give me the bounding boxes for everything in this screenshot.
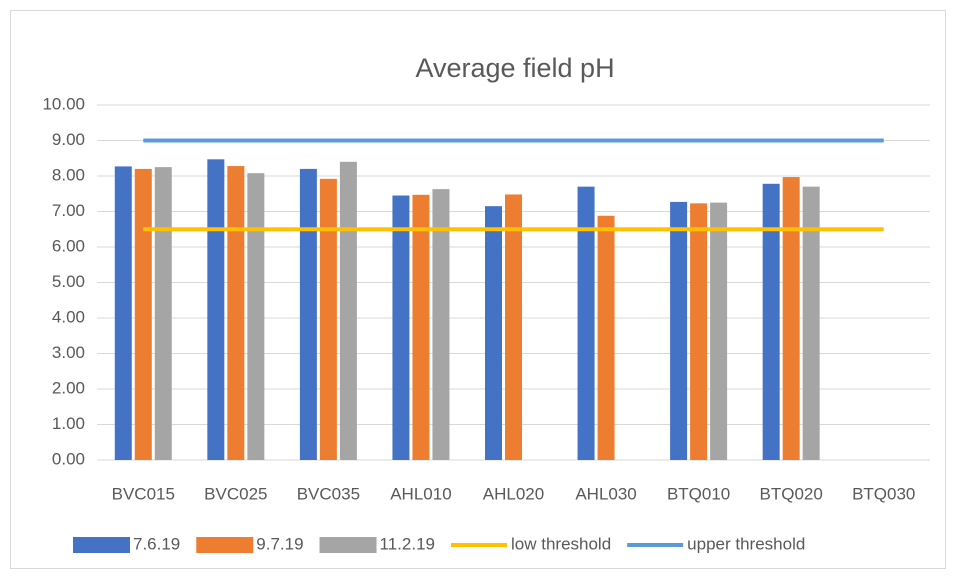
- bar: [207, 159, 225, 460]
- bar: [802, 186, 820, 460]
- y-tick-label: 8.00: [52, 165, 85, 184]
- bar: [762, 183, 780, 460]
- legend-swatch: [196, 537, 254, 553]
- chart-title: Average field pH: [415, 53, 614, 83]
- bar: [782, 177, 800, 460]
- x-tick-label: BVC035: [297, 484, 360, 503]
- legend-swatch: [73, 537, 130, 553]
- y-tick-label: 10.00: [42, 94, 85, 113]
- bar: [690, 203, 708, 460]
- x-tick-label: BTQ020: [760, 484, 823, 503]
- bar: [227, 166, 245, 460]
- y-tick-label: 4.00: [52, 307, 85, 326]
- legend-label: 9.7.19: [256, 534, 303, 553]
- y-tick-label: 5.00: [52, 272, 85, 291]
- x-tick-label: BTQ030: [852, 484, 915, 503]
- bar: [134, 168, 152, 460]
- x-tick-label: BVC015: [112, 484, 175, 503]
- legend-label: 11.2.19: [380, 534, 435, 553]
- bar: [432, 189, 450, 460]
- y-tick-label: 6.00: [52, 236, 85, 255]
- bar: [485, 206, 502, 460]
- legend-label: upper threshold: [687, 534, 805, 553]
- x-tick-label: AHL010: [390, 484, 451, 503]
- y-tick-label: 0.00: [52, 449, 85, 468]
- bar: [412, 194, 430, 460]
- legend-label: 7.6.19: [133, 534, 180, 553]
- legend-label: low threshold: [511, 534, 611, 553]
- bar: [505, 194, 522, 460]
- bar: [577, 186, 595, 460]
- bar: [710, 202, 728, 460]
- bar: [114, 166, 132, 461]
- y-tick-label: 1.00: [52, 414, 85, 433]
- x-tick-label: BVC025: [204, 484, 267, 503]
- y-tick-label: 3.00: [52, 343, 85, 362]
- y-tick-label: 2.00: [52, 378, 85, 397]
- y-tick-label: 7.00: [52, 201, 85, 220]
- bar: [670, 201, 688, 461]
- y-tick-label: 9.00: [52, 130, 85, 149]
- bar: [247, 173, 265, 460]
- x-tick-label: BTQ010: [667, 484, 730, 503]
- legend-swatch: [319, 537, 377, 553]
- bar: [392, 195, 410, 460]
- x-tick-label: AHL030: [575, 484, 636, 503]
- bar: [299, 168, 317, 460]
- bar: [597, 215, 615, 460]
- x-tick-label: AHL020: [483, 484, 544, 503]
- bar: [319, 178, 337, 460]
- bar: [154, 167, 172, 460]
- bar: [339, 161, 357, 461]
